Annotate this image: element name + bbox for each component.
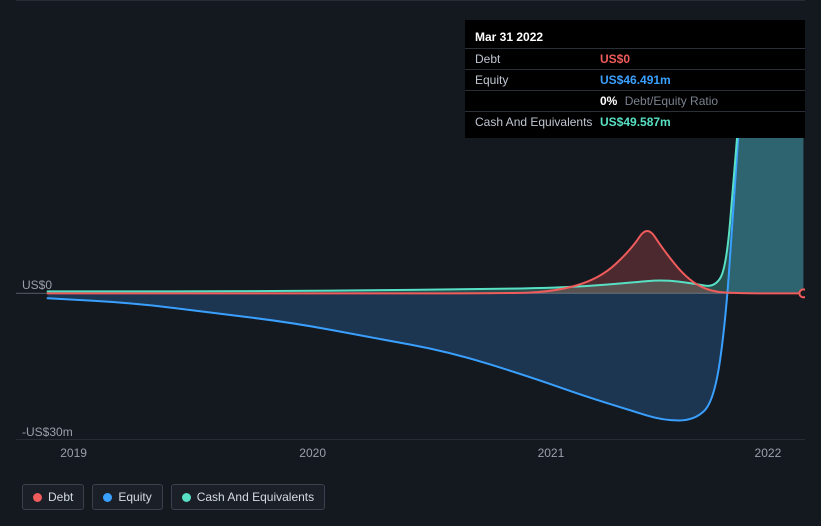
tooltip-date: Mar 31 2022 xyxy=(465,26,805,48)
tooltip-row-value: US$49.587m xyxy=(600,115,671,129)
legend-item-cash[interactable]: Cash And Equivalents xyxy=(171,484,325,510)
legend-dot-icon xyxy=(33,493,42,502)
legend-item-debt[interactable]: Debt xyxy=(22,484,84,510)
legend-label: Cash And Equivalents xyxy=(197,490,314,504)
tooltip-row-value: US$0 xyxy=(600,52,630,66)
tooltip-row: Equity US$46.491m xyxy=(465,69,805,90)
y-axis-label: US$0 xyxy=(22,278,52,292)
tooltip-row-suffix: Debt/Equity Ratio xyxy=(625,94,718,108)
tooltip-row-label xyxy=(475,94,600,108)
tooltip-row: 0% Debt/Equity Ratio xyxy=(465,90,805,111)
tooltip-row-value: US$46.491m xyxy=(600,73,671,87)
x-axis-label: 2019 xyxy=(60,446,87,460)
x-axis-label: 2022 xyxy=(755,446,782,460)
tooltip-row-label: Equity xyxy=(475,73,600,87)
tooltip-row: Debt US$0 xyxy=(465,48,805,69)
x-axis: 2019 2020 2021 2022 xyxy=(16,440,805,460)
legend-label: Equity xyxy=(118,490,151,504)
legend-dot-icon xyxy=(182,493,191,502)
tooltip-row-value: 0% xyxy=(600,94,617,108)
tooltip-row: Cash And Equivalents US$49.587m xyxy=(465,111,805,132)
legend: Debt Equity Cash And Equivalents xyxy=(22,484,325,510)
x-axis-label: 2020 xyxy=(299,446,326,460)
tooltip-row-label: Debt xyxy=(475,52,600,66)
legend-label: Debt xyxy=(48,490,73,504)
legend-item-equity[interactable]: Equity xyxy=(92,484,162,510)
x-axis-label: 2021 xyxy=(538,446,565,460)
legend-dot-icon xyxy=(103,493,112,502)
tooltip-row-label: Cash And Equivalents xyxy=(475,115,600,129)
hover-tooltip: Mar 31 2022 Debt US$0 Equity US$46.491m … xyxy=(465,20,805,138)
y-axis-label: -US$30m xyxy=(22,425,73,439)
